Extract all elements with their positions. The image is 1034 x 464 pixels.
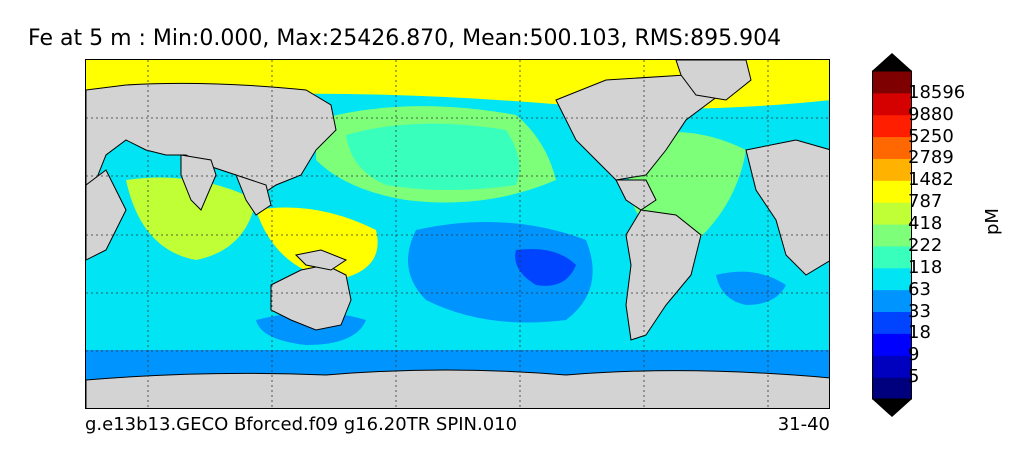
south-atlantic-blue: [716, 271, 786, 305]
eurasia-land: [86, 82, 337, 196]
colorbar-tick-label: 9880: [908, 103, 954, 125]
colorbar-units-label: pM: [982, 208, 1003, 235]
colorbar-over-triangle: [872, 53, 912, 71]
colorbar-segment: [872, 333, 912, 356]
north-america-land: [555, 74, 728, 181]
maritime-continent-yellow: [256, 207, 378, 280]
south-pacific-blue: [408, 222, 593, 323]
land: [86, 60, 829, 408]
colorbar-tick-label: 5: [908, 366, 920, 388]
colorbar-segment: [872, 267, 912, 291]
india-land: [180, 154, 217, 211]
colorbar-tick-label: 418: [908, 213, 943, 235]
colorbar-tick-label: 9: [908, 344, 920, 366]
colorbar-segment: [872, 355, 912, 378]
colorbar-tick-label: 33: [908, 300, 931, 322]
colorbar-tick-label: 18: [908, 322, 931, 344]
colorbar-segment: [872, 245, 912, 269]
indian-ocean-yellow: [126, 177, 256, 260]
antarctica-land: [86, 369, 829, 408]
colorbar-segment: [872, 92, 912, 116]
colorbar-segment: [872, 71, 912, 94]
colorbar-segment: [872, 180, 912, 203]
years-label: 31-40: [777, 414, 830, 435]
colorbar-segment: [872, 136, 912, 159]
south-america-land: [625, 209, 702, 341]
colorbar-tick-label: 5250: [908, 125, 954, 147]
colorbar: [872, 53, 912, 417]
map-canvas: [86, 60, 829, 408]
africa-east-land: [745, 139, 829, 276]
colorbar-tick-label: 63: [908, 278, 931, 300]
south-pacific-deep-blue: [515, 249, 576, 286]
greenland-land: [675, 60, 752, 101]
colorbar-tick-label: 1482: [908, 169, 954, 191]
ocean-iron-map: [85, 59, 830, 409]
colorbar-segment: [872, 202, 912, 225]
colorbar-segment: [872, 158, 912, 181]
colorbar-segment: [872, 377, 912, 400]
africa-west-land: [86, 169, 127, 261]
southeast-asia-land: [235, 174, 272, 216]
central-america-land: [615, 179, 657, 211]
colorbar-tick-label: 18596: [908, 81, 966, 103]
colorbar-segment: [872, 289, 912, 313]
colorbar-segment: [872, 224, 912, 247]
colorbar-segment: [872, 311, 912, 334]
australia-land: [270, 264, 352, 331]
colorbar-outline: [872, 70, 912, 400]
colorbar-tick-label: 787: [908, 191, 943, 213]
colorbar-tick-label: 222: [908, 234, 943, 256]
north-pacific-teal: [346, 123, 520, 190]
graticule: [86, 60, 829, 408]
colorbar-tick-label: 118: [908, 256, 943, 278]
run-label: g.e13b13.GECO Bforced.f09 g16.20TR SPIN.…: [85, 414, 518, 435]
colorbar-under-triangle: [872, 399, 912, 417]
concentration-field: [86, 60, 829, 380]
colorbar-segment: [872, 114, 912, 138]
map-title: Fe at 5 m : Min:0.000, Max:25426.870, Me…: [28, 26, 782, 51]
colorbar-tick-label: 2789: [908, 147, 954, 169]
new-guinea-land: [294, 249, 348, 271]
